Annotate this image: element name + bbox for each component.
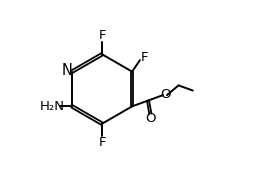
Text: O: O: [160, 88, 171, 101]
Text: O: O: [146, 112, 156, 125]
Text: F: F: [98, 29, 106, 43]
Text: H₂N: H₂N: [40, 100, 65, 113]
Text: F: F: [98, 135, 106, 149]
Text: F: F: [140, 51, 148, 64]
Text: N: N: [62, 63, 73, 78]
